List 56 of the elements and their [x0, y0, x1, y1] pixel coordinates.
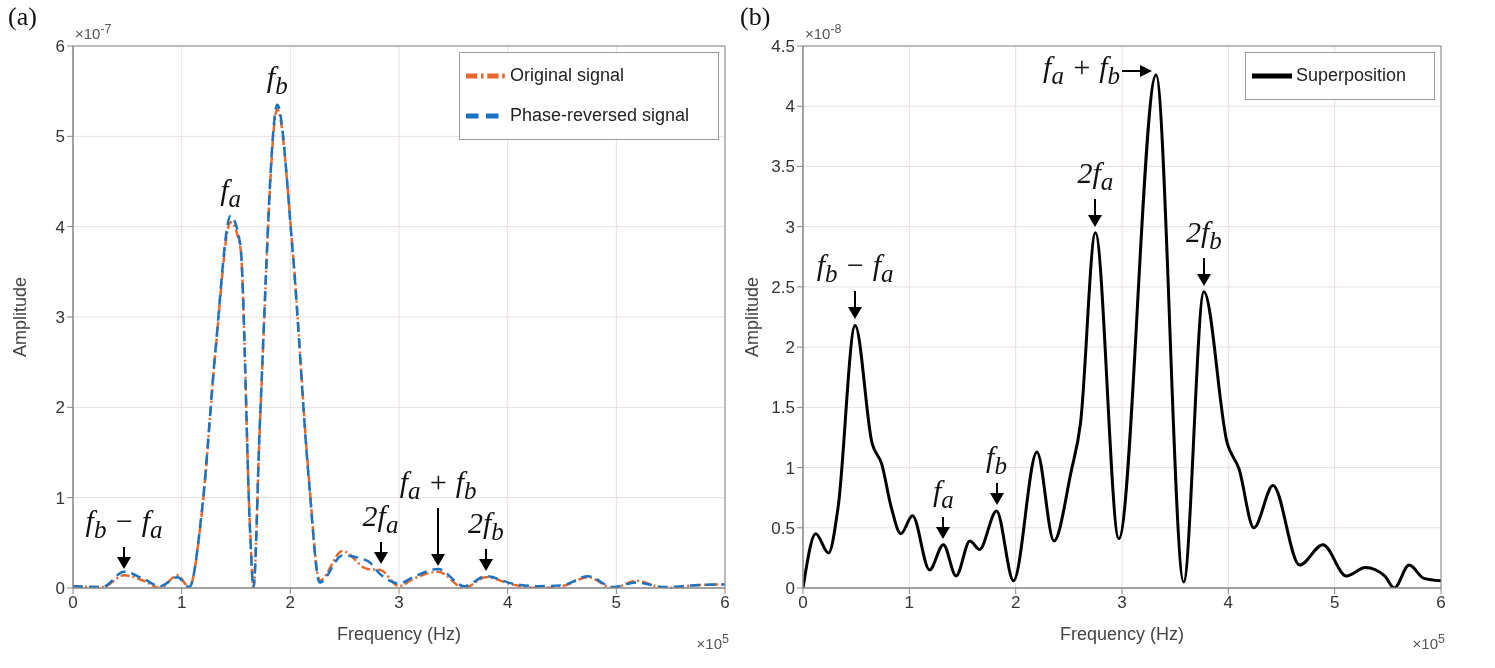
- x-tick-label: 2: [285, 593, 296, 613]
- x-tick-label: 5: [611, 593, 622, 613]
- annotation: 2f$_{b}$: [468, 506, 504, 546]
- annotation: f$_{b}$: [986, 439, 1007, 479]
- y-tick-label: 4.5: [771, 37, 795, 57]
- y-tick-label: 2.5: [771, 277, 795, 297]
- y-tick-label: 2: [785, 338, 795, 358]
- y-tick-label: 0: [55, 579, 65, 599]
- x-tick-label: 0: [68, 593, 78, 613]
- y-tick-label: 3.5: [771, 157, 795, 177]
- legend-label: Superposition: [1296, 64, 1407, 85]
- text: ×10$^{-7}$: [75, 22, 112, 42]
- annotation: f$_{b}$ − f$_{a}$: [85, 504, 163, 544]
- x-tick-label: 2: [1010, 593, 1021, 613]
- x-tick-label: 4: [502, 593, 513, 613]
- y-tick-label: 5: [55, 127, 65, 147]
- y-tick-label: 1: [55, 488, 65, 508]
- y-tick-label: 4: [55, 217, 65, 237]
- y-tick-label: 1: [785, 458, 795, 478]
- y-tick-label: 0: [785, 579, 795, 599]
- x-tick-label: 4: [1223, 593, 1234, 613]
- y-axis-title: Amplitude: [742, 276, 763, 358]
- y-axis-title: Amplitude: [10, 276, 31, 358]
- text: ×10$^{5}$: [696, 632, 729, 652]
- chart-title: (a): [8, 2, 37, 31]
- y-tick-label: 2: [55, 398, 65, 418]
- annotation: 2f$_{b}$: [1185, 214, 1222, 254]
- x-tick-label: 1: [904, 593, 915, 613]
- annotation: f$_{a}$ + f$_{b}$: [399, 464, 477, 504]
- x-tick-label: 1: [176, 593, 187, 613]
- y-tick-label: 3: [785, 217, 795, 237]
- x-tick-label: 3: [1117, 593, 1127, 613]
- text: ×10$^{5}$: [1412, 632, 1445, 652]
- x-axis-title: Frequency (Hz): [336, 624, 462, 644]
- x-tick-label: 5: [1329, 593, 1340, 613]
- x-axis-title: Frequency (Hz): [1059, 624, 1185, 644]
- y-tick-label: 4: [785, 97, 795, 117]
- annotation: f$_{b}$ − f$_{a}$: [816, 248, 894, 288]
- x-tick-label: 6: [1436, 593, 1446, 613]
- annotation: 2f$_{a}$: [1077, 155, 1114, 195]
- legend-label: Original signal: [510, 64, 625, 85]
- chart-title: (b): [740, 2, 771, 31]
- annotation: f$_{b}$: [266, 60, 288, 100]
- x-tick-label: 6: [720, 593, 730, 613]
- y-tick-label: 0.5: [771, 518, 795, 538]
- legend-label: Phase-reversed signal: [510, 104, 690, 125]
- annotation: f$_{a}$: [932, 473, 954, 513]
- text: ×10$^{-8}$: [805, 22, 842, 42]
- y-tick-label: 6: [55, 37, 65, 57]
- annotation: f$_{a}$ + f$_{b}$: [1043, 49, 1121, 89]
- x-tick-label: 3: [394, 593, 404, 613]
- x-tick-label: 0: [798, 593, 808, 613]
- annotation: 2f$_{a}$: [362, 498, 399, 538]
- y-tick-label: 3: [55, 308, 65, 328]
- y-tick-label: 1.5: [771, 398, 795, 418]
- annotation: f$_{a}$: [220, 173, 241, 213]
